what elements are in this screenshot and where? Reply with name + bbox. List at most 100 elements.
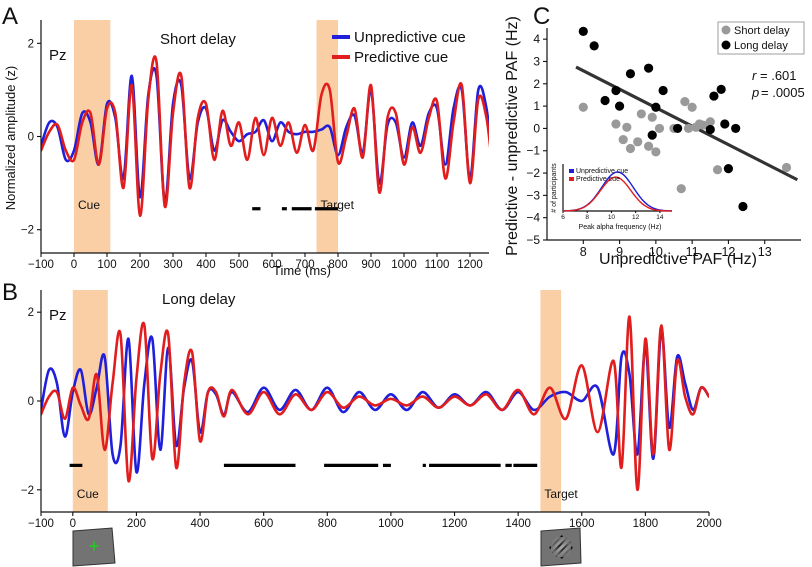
c-point-short-delay (712, 165, 723, 175)
c-legend-box (717, 21, 805, 55)
c-legend-marker-short (721, 25, 731, 35)
c-y-tick-label: 4 (533, 32, 540, 46)
c-y-tick-label: 1 (533, 99, 540, 113)
c-inset: 6 8 10 12 14 # of participants Peak alpha fr… (551, 163, 675, 234)
c-point-short-delay (622, 122, 632, 132)
panel-label-c: C (533, 3, 550, 30)
c-point-short-delay (680, 97, 690, 107)
c-y-tick-label: −2 (526, 166, 540, 180)
a-x-tick-label: 200 (130, 259, 149, 271)
fixation-cross-icon: + (89, 536, 100, 556)
a-highlight-target (316, 20, 338, 253)
b-x-tick-label: 200 (127, 518, 146, 530)
c-inset-y-label: # of participants (551, 163, 558, 213)
c-point-long-delay (651, 102, 661, 112)
a-x-tick-label: 900 (361, 259, 380, 271)
c-legend-label-long: Long delay (734, 40, 788, 52)
c-x-tick-label: 13 (758, 245, 772, 259)
c-point-long-delay (705, 124, 715, 135)
c-stat-p-value: = .0005 (761, 85, 805, 100)
c-point-long-delay (614, 101, 625, 111)
panel-label-b: B (2, 279, 18, 306)
a-x-tick-label: 1200 (457, 259, 483, 271)
c-y-tick-label: −4 (526, 211, 540, 225)
a-x-tick-label: 500 (229, 259, 248, 271)
c-point-short-delay (578, 102, 588, 112)
c-point-short-delay (698, 120, 708, 130)
c-y-tick-label: −5 (526, 233, 540, 247)
c-point-short-delay (647, 112, 657, 122)
cue-stimulus: + (72, 527, 116, 567)
c-point-short-delay (687, 102, 697, 112)
c-point-short-delay (644, 141, 654, 151)
c-point-long-delay (731, 123, 741, 134)
a-x-axis-label: Time (ms) (273, 263, 331, 278)
c-x-tick-label: 8 (580, 245, 587, 259)
b-highlight-label-target: Target (544, 487, 578, 501)
panel-a: A −100 0 100 200 300 400 500 600 700 800 900 1000 11… (2, 3, 489, 278)
panel-b: B −100 0 200 400 600 800 1000 1200 1400 1600 1800 2… (2, 279, 722, 567)
a-y-tick-label: 0 (28, 132, 34, 144)
c-y-tick-label: 0 (533, 121, 540, 135)
c-point-long-delay (625, 69, 636, 79)
c-legend-label-short: Short delay (734, 25, 790, 37)
c-point-long-delay (709, 91, 719, 101)
c-point-long-delay (647, 130, 657, 140)
b-x-tick-label: 0 (70, 518, 76, 530)
a-x-tick-label: 800 (328, 259, 347, 271)
c-inset-legend-swatch-predictive (569, 177, 574, 181)
c-stat-r-label: r (752, 68, 757, 83)
c-point-long-delay (723, 163, 734, 174)
c-x-tick-label: 9 (616, 245, 623, 259)
c-inset-legend-label-unpredictive: Unpredictive cue (576, 168, 628, 175)
a-electrode-label: Pz (49, 47, 67, 64)
c-y-axis-label: Predictive - unpredictive PAF (Hz) (504, 16, 521, 256)
b-x-tick-label: 600 (254, 518, 273, 530)
c-point-short-delay (636, 109, 646, 119)
b-line-unpredictive (41, 328, 709, 474)
b-x-tick-label: 400 (190, 518, 209, 530)
c-inset-legend-swatch-unpredictive (569, 169, 574, 173)
c-stats: r = .601 p = .0005 (751, 68, 805, 100)
c-point-long-delay (589, 41, 599, 51)
c-inset-x-tick-label: 10 (608, 214, 616, 221)
c-x-tick-label: 10 (649, 245, 663, 259)
grating-icon (548, 534, 574, 560)
a-legend-label-unpredictive: Unpredictive cue (354, 29, 466, 46)
b-highlight-label-cue: Cue (77, 487, 99, 501)
c-point-long-delay (738, 201, 748, 212)
c-point-long-delay (673, 123, 683, 134)
c-legend-marker-long (721, 40, 731, 50)
b-y-tick-label: −2 (21, 485, 34, 497)
a-x-tick-label: 400 (196, 259, 215, 271)
a-x-tick-label: 1100 (425, 259, 450, 271)
a-x-tick-label: 600 (262, 259, 281, 271)
a-x-tick-label: 0 (71, 259, 77, 271)
c-regression-line (575, 65, 799, 182)
b-x-tick-label: 1600 (569, 518, 595, 530)
b-x-tick-label: 1400 (505, 518, 531, 530)
b-x-tick-label: 1800 (633, 518, 659, 530)
a-x-tick-label: −100 (28, 259, 54, 271)
a-x-tick-label: 300 (163, 259, 182, 271)
a-highlight-label-target: Target (321, 198, 355, 212)
c-point-long-delay (611, 85, 621, 96)
a-y-tick-label: −2 (21, 225, 34, 237)
panel-label-a: A (2, 3, 18, 30)
c-x-tick-label: 12 (721, 245, 735, 259)
c-point-short-delay (618, 134, 628, 145)
a-title: Short delay (160, 31, 236, 48)
c-inset-x-tick-label: 6 (561, 214, 565, 221)
b-y-tick-label: 0 (28, 396, 34, 408)
c-y-tick-label: 3 (533, 54, 540, 68)
c-point-long-delay (578, 26, 588, 36)
a-y-axis-label: Normalized amplitude (z) (3, 66, 18, 211)
c-x-axis-label: Unpredictive PAF (Hz) (599, 251, 757, 268)
c-point-short-delay (625, 143, 636, 154)
c-point-short-delay (683, 123, 694, 134)
b-x-tick-label: −100 (28, 518, 54, 530)
b-x-tick-label: 2000 (696, 518, 722, 530)
a-highlight-label-cue: Cue (78, 198, 100, 212)
